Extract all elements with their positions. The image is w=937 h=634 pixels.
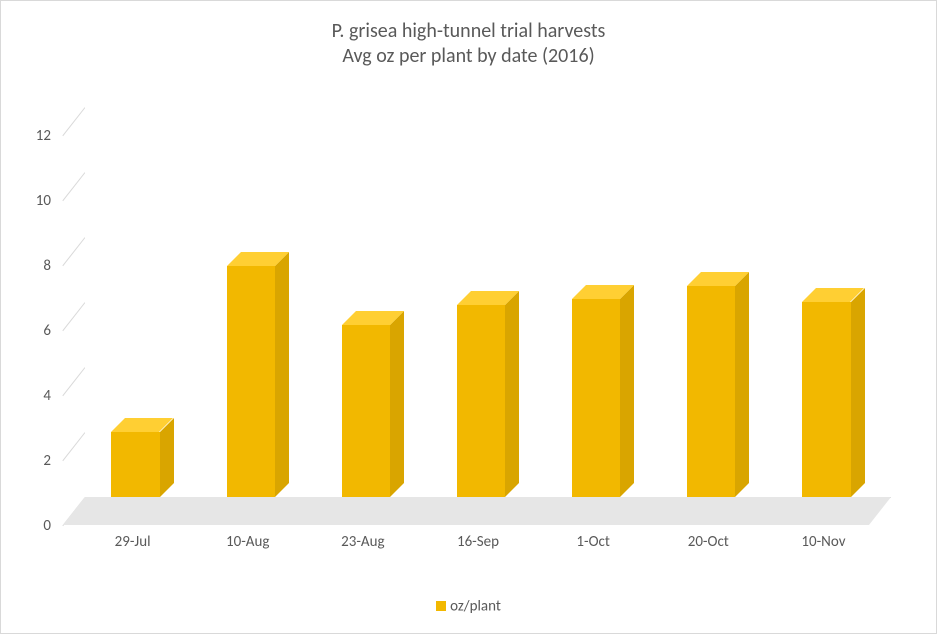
plot-area: 29-Jul10-Aug23-Aug16-Sep1-Oct20-Oct10-No…	[63, 107, 891, 525]
bar-front	[457, 305, 505, 497]
bar	[111, 432, 159, 497]
gridline-diagonal	[63, 367, 86, 396]
bar-side	[851, 288, 865, 497]
legend-label: oz/plant	[450, 597, 501, 615]
chart-floor	[63, 497, 891, 525]
y-axis-tick-label: 6	[11, 322, 51, 340]
gridline-diagonal	[63, 237, 86, 266]
x-axis-tick-label: 16-Sep	[457, 533, 499, 551]
gridline-diagonal	[63, 302, 86, 331]
y-axis-tick-label: 12	[11, 127, 51, 145]
bar-side	[160, 418, 174, 497]
gridline-diagonal	[63, 172, 86, 201]
y-axis-tick-label: 10	[11, 192, 51, 210]
bar	[227, 266, 275, 497]
y-axis-tick-label: 8	[11, 257, 51, 275]
y-axis-tick-label: 4	[11, 387, 51, 405]
bar	[342, 325, 390, 497]
bar	[457, 305, 505, 497]
x-axis-tick-label: 20-Oct	[688, 533, 729, 551]
bar-side	[390, 311, 404, 497]
y-axis-tick-label: 2	[11, 452, 51, 470]
x-axis-labels: 29-Jul 10-Aug 23-Aug 16-Sep 1-Oct 20-Oct 10-No…	[85, 533, 891, 557]
bar	[687, 286, 735, 497]
gridline-diagonal	[63, 432, 86, 461]
bar-front	[342, 325, 390, 497]
x-axis-tick-label: 10-Nov	[801, 533, 845, 551]
gridline-diagonal	[63, 107, 86, 136]
y-axis-tick-label: 0	[11, 517, 51, 535]
chart-title: P. grisea high-tunnel trial harvests Avg…	[1, 1, 936, 69]
bar	[802, 302, 850, 497]
bar-group	[85, 107, 891, 497]
bar-side	[735, 272, 749, 497]
chart-title-line2: Avg oz per plant by date (2016)	[1, 44, 936, 69]
chart-title-line1: P. grisea high-tunnel trial harvests	[1, 19, 936, 44]
chart-frame: P. grisea high-tunnel trial harvests Avg…	[0, 0, 937, 634]
legend: oz/plant	[1, 597, 936, 615]
bar-side	[620, 285, 634, 497]
bar-side	[505, 291, 519, 497]
bar	[572, 299, 620, 497]
legend-swatch	[436, 601, 446, 611]
bar-front	[111, 432, 159, 497]
bar-side	[275, 252, 289, 497]
bar-front	[802, 302, 850, 497]
bar-front	[687, 286, 735, 497]
x-axis-tick-label: 23-Aug	[341, 533, 384, 551]
bar-front	[572, 299, 620, 497]
x-axis-tick-label: 10-Aug	[226, 533, 269, 551]
x-axis-tick-label: 29-Jul	[115, 533, 151, 551]
bar-front	[227, 266, 275, 497]
x-axis-tick-label: 1-Oct	[576, 533, 610, 551]
